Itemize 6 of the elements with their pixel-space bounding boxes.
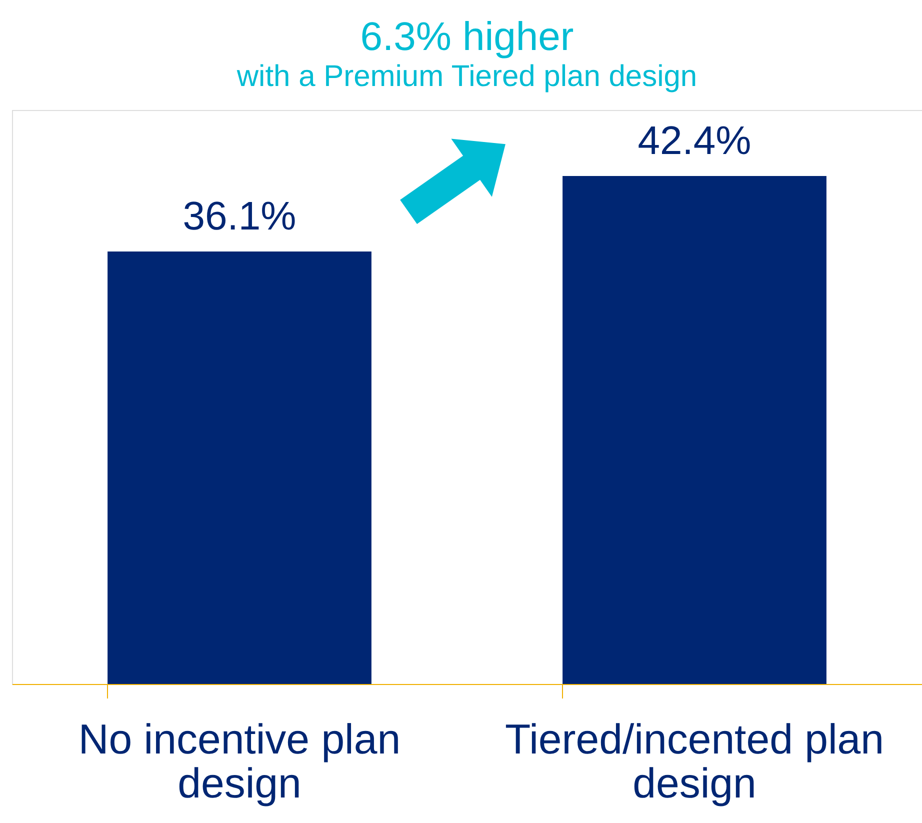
- x-tick-label: Tiered/incented plan design: [504, 716, 884, 806]
- data-label: 42.4%: [638, 119, 752, 164]
- x-tick-label: No incentive plan design: [78, 716, 401, 806]
- chart-subtitle: with a Premium Tiered plan design: [236, 60, 698, 93]
- data-label: 36.1%: [182, 194, 296, 239]
- chart-title: 6.3% higher: [360, 15, 574, 59]
